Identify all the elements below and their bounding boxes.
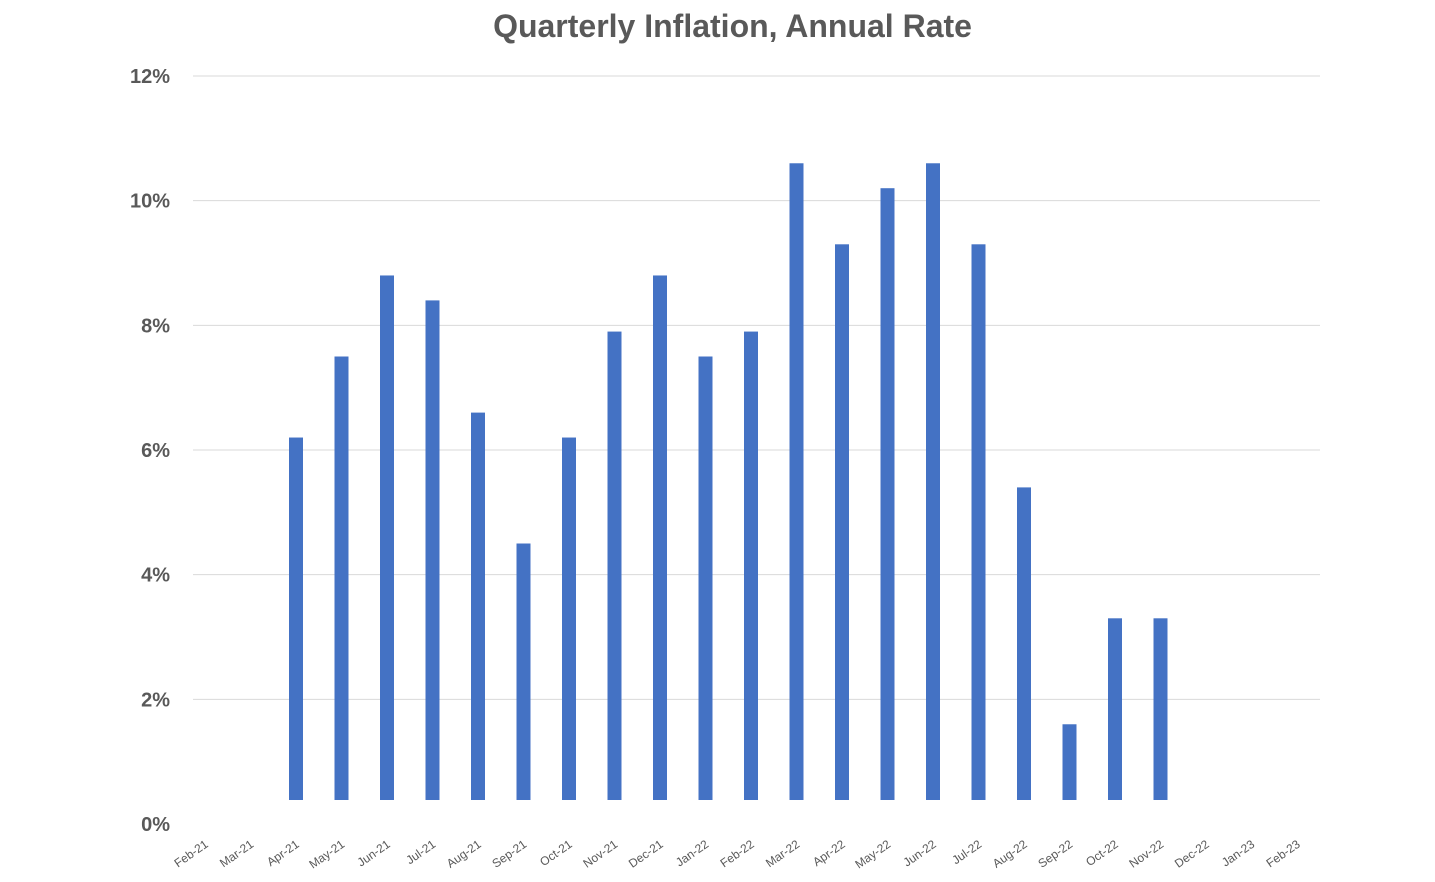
x-tick-label: Feb-22 (718, 837, 757, 870)
bar-may-22 (880, 188, 895, 800)
bar-may-21 (334, 356, 349, 800)
x-tick-label: Aug-22 (990, 837, 1030, 871)
x-tick-label: Apr-21 (264, 837, 302, 869)
x-tick-label: Jul-22 (949, 837, 984, 867)
y-tick-label: 6% (141, 440, 170, 462)
x-tick-label: Jun-21 (355, 837, 393, 870)
bar-jul-22 (971, 244, 986, 801)
bar-feb-22 (744, 331, 758, 800)
x-tick-label: Jun-22 (901, 837, 939, 870)
x-tick-label: May-21 (306, 837, 347, 872)
y-tick-label: 2% (141, 689, 170, 711)
x-tick-label: Sep-21 (489, 837, 529, 871)
bar-oct-22 (1108, 618, 1122, 800)
bar-mar-22 (789, 163, 804, 800)
x-tick-label: Apr-22 (810, 837, 848, 869)
x-tick-label: Mar-21 (217, 837, 256, 870)
x-tick-label: Jul-21 (403, 837, 438, 867)
bars (289, 163, 1168, 801)
bar-jun-22 (926, 163, 940, 800)
x-axis: Feb-21 Mar-21 Apr-21 May-21 Jun-21 Jul-21 Aug-… (172, 837, 1303, 872)
x-tick-label: Feb-21 (172, 837, 211, 870)
bar-apr-21 (289, 437, 303, 800)
x-tick-label: May-22 (852, 837, 893, 872)
x-tick-label: Jan-23 (1219, 837, 1257, 870)
bar-jan-22 (698, 356, 713, 800)
x-tick-label: Dec-22 (1172, 837, 1212, 871)
x-tick-label: Nov-21 (580, 837, 620, 871)
y-axis: 0% 2% 4% 6% 8% 10% 12% (130, 66, 170, 836)
bar-dec-21 (653, 275, 667, 800)
x-tick-label: Oct-22 (1083, 837, 1121, 869)
y-tick-label: 4% (141, 565, 170, 587)
x-tick-label: Oct-21 (537, 837, 575, 869)
y-tick-label: 12% (130, 66, 170, 88)
bar-nov-21 (607, 331, 622, 800)
bar-aug-22 (1017, 487, 1031, 800)
x-tick-label: Aug-21 (444, 837, 484, 871)
bar-sep-21 (516, 543, 531, 800)
y-tick-label: 0% (141, 814, 170, 836)
bar-aug-21 (471, 412, 485, 800)
x-tick-label: Dec-21 (626, 837, 666, 871)
bar-sep-22 (1062, 724, 1077, 800)
bar-jun-21 (380, 275, 394, 800)
y-tick-label: 10% (130, 191, 170, 213)
chart-title: Quarterly Inflation, Annual Rate (493, 8, 972, 44)
x-tick-label: Feb-23 (1264, 837, 1303, 870)
x-tick-label: Nov-22 (1126, 837, 1166, 871)
x-tick-label: Mar-22 (763, 837, 802, 870)
bar-apr-22 (835, 244, 849, 801)
bar-jul-21 (425, 300, 440, 800)
y-tick-label: 8% (141, 315, 170, 337)
bar-oct-21 (562, 437, 576, 800)
x-tick-label: Jan-22 (673, 837, 711, 870)
x-tick-label: Sep-22 (1035, 837, 1075, 871)
bar-nov-22 (1153, 618, 1168, 800)
